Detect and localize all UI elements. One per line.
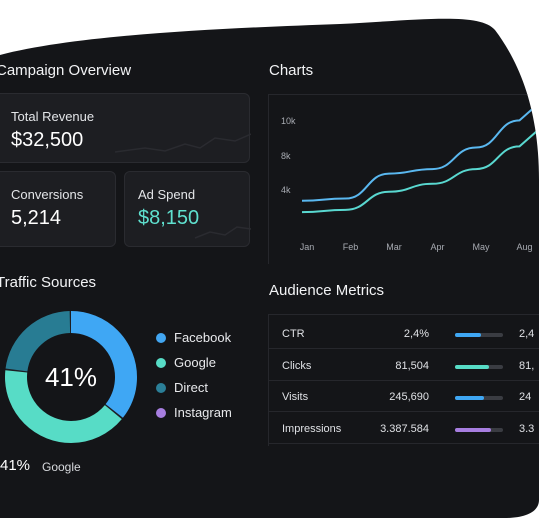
legend-dot-google [156,358,166,368]
metric-row-visits[interactable]: Visits 245,690 24 [269,381,539,412]
traffic-legend: Facebook Google Direct Instagram [156,325,232,425]
campaign-overview-title: Campaign Overview [0,62,132,79]
metric-bar [455,428,503,432]
legend-dot-facebook [156,333,166,343]
adspend-sparkline [125,172,251,248]
total-revenue-value: $32,500 [11,129,84,151]
metric-name: CTR [282,328,305,340]
metric-value-secondary: 24 [519,391,532,403]
metric-bar [455,365,503,369]
conversions-label: Conversions [11,187,84,202]
x-tick-label: Apr [430,242,444,252]
legend-label: Direct [174,380,208,395]
legend-label: Instagram [174,405,232,420]
metric-value: 3.387.584 [380,423,429,435]
line-chart: 10k 8k 4k Jan Feb Mar Apr May Aug [269,95,539,265]
donut-chart [3,309,139,445]
traffic-footer-value: 41% [0,457,31,474]
metric-bar-fill [455,428,491,432]
charts-title: Charts [269,62,314,79]
donut-segment-google[interactable] [16,322,126,432]
legend-dot-instagram [156,408,166,418]
donut-segment-facebook[interactable] [16,322,126,432]
line-chart-card: 10k 8k 4k Jan Feb Mar Apr May Aug [268,94,539,264]
x-tick-label: Mar [386,242,402,252]
traffic-donut: 41% [3,309,139,445]
conversions-value: 5,214 [11,207,62,229]
line-series-0 [302,98,539,200]
y-tick-label: 4k [281,185,291,195]
legend-label: Google [174,355,216,370]
legend-item-google[interactable]: Google [156,350,232,375]
metric-bar-fill [455,396,484,400]
metric-value: 245,690 [389,391,429,403]
audience-metrics-table: CTR 2,4% 2,4 Clicks 81,504 81, Visits 24… [268,314,539,446]
metric-bar [455,396,503,400]
metric-name: Impressions [282,423,342,435]
ad-spend-label: Ad Spend [138,187,196,202]
traffic-sources-title: Traffic Sources [0,274,97,291]
x-tick-label: Feb [343,242,359,252]
metric-name: Clicks [282,360,312,372]
total-revenue-card[interactable]: Total Revenue $32,500 [0,93,250,163]
metric-value: 81,504 [395,360,429,372]
conversions-card[interactable]: Conversions 5,214 [0,171,116,247]
metric-value-secondary: 2,4 [519,328,535,340]
metric-bar-fill [455,365,489,369]
metric-value: 2,4% [403,328,429,340]
ad-spend-value: $8,150 [138,207,200,229]
traffic-footer-label: Google [42,460,81,474]
y-tick-label: 10k [281,116,296,126]
metric-bar [455,333,503,337]
total-revenue-label: Total Revenue [11,109,95,124]
metric-name: Visits [282,391,309,403]
metric-row-clicks[interactable]: Clicks 81,504 81, [269,350,539,381]
metric-row-ctr[interactable]: CTR 2,4% 2,4 [269,318,539,349]
donut-center-value: 41% [44,361,98,392]
line-series-1 [302,124,539,212]
audience-metrics-title: Audience Metrics [269,282,385,299]
legend-dot-direct [156,383,166,393]
legend-item-direct[interactable]: Direct [156,375,232,400]
metric-bar-fill [455,333,481,337]
x-tick-label: May [472,242,490,252]
legend-item-instagram[interactable]: Instagram [156,400,232,425]
revenue-sparkline [0,94,251,164]
metric-value-secondary: 81, [519,360,535,372]
legend-label: Facebook [174,330,232,345]
metric-row-impressions[interactable]: Impressions 3.387.584 3.3 [269,413,539,444]
ad-spend-card[interactable]: Ad Spend $8,150 [124,171,250,247]
y-tick-label: 8k [281,151,291,161]
metric-value-secondary: 3.3 [519,423,535,435]
legend-item-facebook[interactable]: Facebook [156,325,232,350]
x-tick-label: Jan [300,242,315,252]
x-tick-label: Aug [516,242,532,252]
